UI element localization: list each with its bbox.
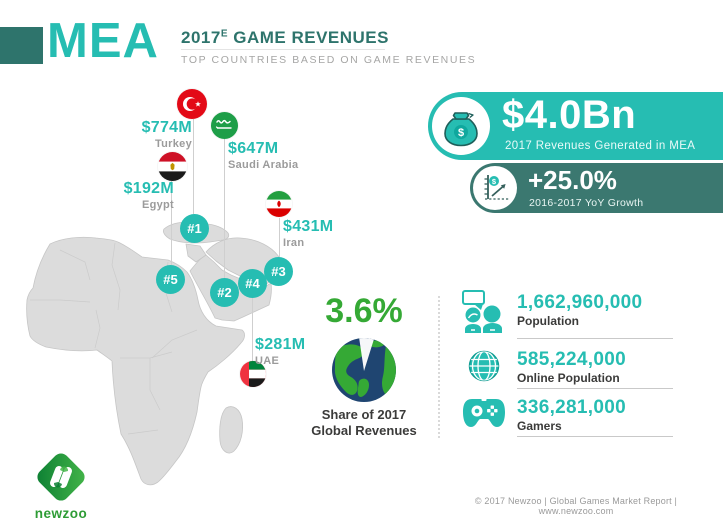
title-divider — [181, 49, 385, 50]
country-name: Saudi Arabia — [228, 159, 299, 171]
rank-badge-iran: #3 — [264, 257, 293, 286]
total-revenue-caption: 2017 Revenues Generated in MEA — [505, 140, 696, 152]
total-revenue-banner: $ $4.0Bn 2017 Revenues Generated in MEA — [428, 92, 723, 160]
saudi-connector-line — [224, 139, 225, 278]
total-revenue-value: $4.0Bn — [502, 93, 637, 137]
rank-badge-uae: #4 — [238, 269, 267, 298]
online-population-label: Online Population — [517, 371, 620, 385]
population-label: Population — [517, 314, 579, 328]
rank-badge-egypt: #5 — [156, 265, 185, 294]
uae-connector-line — [252, 298, 253, 361]
region-title: MEA — [47, 14, 159, 68]
turkey-connector-line — [193, 119, 194, 214]
title-year: 2017 — [181, 28, 221, 47]
population-value: 1,662,960,000 — [517, 292, 643, 313]
share-caption-line1: Share of 2017 — [321, 407, 407, 422]
dotted-divider — [438, 296, 440, 438]
gamepad-icon — [462, 395, 506, 435]
rank-badge-saudi-arabia: #2 — [210, 278, 239, 307]
gamers-label: Gamers — [517, 419, 562, 433]
stat-divider — [517, 338, 673, 339]
share-caption-line2: Global Revenues — [311, 423, 417, 438]
country-name: Egypt — [141, 199, 174, 211]
country-label-saudi-arabia: $647M Saudi Arabia — [228, 140, 308, 171]
people-speech-bubble-icon — [461, 289, 507, 339]
yoy-growth-value: +25.0% — [528, 165, 617, 195]
country-name: UAE — [255, 355, 280, 367]
newzoo-diamond-logo — [33, 449, 89, 510]
page-subtitle: TOP COUNTRIES BASED ON GAME REVENUES — [181, 54, 477, 66]
yoy-growth-banner: $ +25.0% 2016-2017 YoY Growth — [470, 163, 723, 213]
levant — [185, 243, 207, 263]
africa-landmass — [26, 236, 245, 486]
iran-connector-line — [279, 218, 280, 257]
title-rest: GAME REVENUES — [233, 28, 389, 47]
country-name: Iran — [283, 237, 305, 249]
uae-flag-icon — [240, 361, 266, 387]
gamers-value: 336,281,000 — [517, 397, 626, 418]
svg-text:$: $ — [458, 127, 464, 139]
online-population-value: 585,224,000 — [517, 349, 626, 370]
revenue-value: $431M — [283, 218, 334, 235]
money-bag-icon: $ — [432, 97, 490, 155]
revenue-value: $192M — [123, 180, 174, 197]
newzoo-logo-text: newzoo — [34, 506, 88, 521]
stat-divider — [517, 388, 673, 389]
egypt-connector-line — [171, 181, 172, 265]
country-label-uae: $281M UAE — [255, 336, 325, 367]
globe-wedge-icon — [330, 336, 398, 409]
growth-chart-icon: $ — [473, 166, 517, 210]
iran-flag-icon — [266, 191, 292, 217]
rank-badge-turkey: #1 — [180, 214, 209, 243]
revenue-value: $281M — [255, 336, 306, 353]
title-superscript: E — [220, 28, 228, 40]
revenue-value: $647M — [228, 140, 279, 157]
revenue-value: $774M — [141, 119, 192, 136]
svg-text:$: $ — [492, 177, 497, 186]
turkey-flag-icon — [177, 89, 207, 119]
copyright-text: © 2017 Newzoo | Global Games Market Repo… — [474, 496, 678, 516]
page-title: 2017E GAME REVENUES — [181, 28, 389, 48]
yoy-growth-caption: 2016-2017 YoY Growth — [529, 197, 644, 209]
header-accent-block — [0, 27, 43, 64]
country-label-turkey: $774M Turkey — [122, 119, 192, 150]
country-label-egypt: $192M Egypt — [104, 180, 174, 211]
globe-grid-icon — [465, 347, 503, 390]
global-share-caption: Share of 2017 Global Revenues — [299, 407, 429, 439]
saudi-arabia-flag-icon — [211, 112, 238, 139]
egypt-flag-icon — [158, 152, 187, 181]
madagascar-island — [219, 406, 243, 454]
country-name: Turkey — [154, 138, 192, 150]
stat-divider — [517, 436, 673, 437]
country-label-iran: $431M Iran — [283, 218, 353, 249]
global-share-value: 3.6% — [325, 292, 403, 330]
